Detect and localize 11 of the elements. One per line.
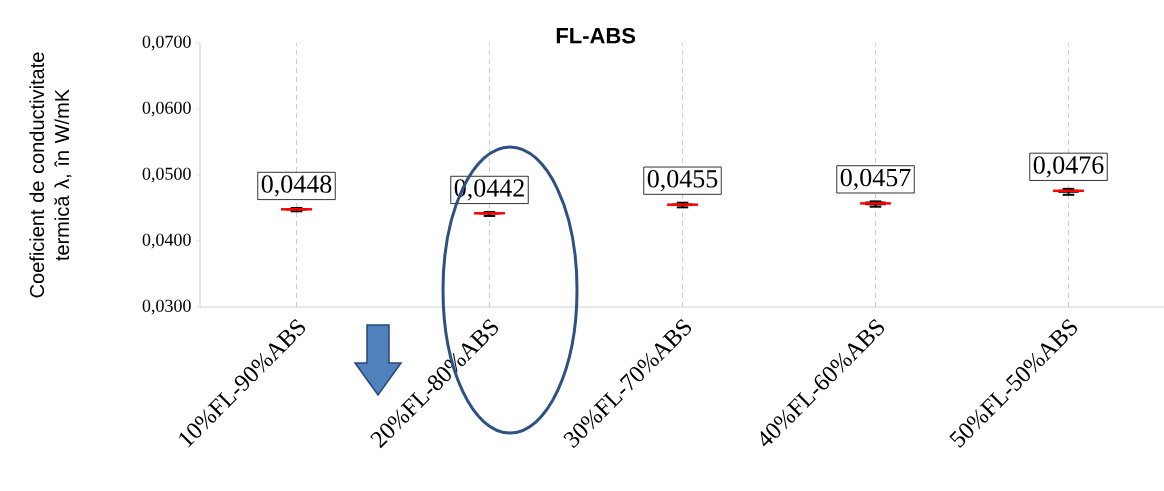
text: 0,0457 bbox=[840, 168, 911, 190]
y-tick-label: 0,0300 bbox=[142, 299, 191, 315]
y-tick-label: 0,0700 bbox=[142, 35, 191, 51]
y-tick-label: 0,0400 bbox=[142, 233, 191, 249]
y-axis-title: Coeficient de conductivitate termică λ, în W/mK bbox=[29, 52, 72, 298]
text: 0,0448 bbox=[261, 175, 332, 197]
chart-title: FL-ABS bbox=[556, 27, 636, 44]
text: 0,0476 bbox=[1033, 156, 1104, 178]
text: 0,0455 bbox=[647, 170, 718, 192]
y-tick-label: 0,0600 bbox=[142, 101, 191, 117]
y-tick-label: 0,0500 bbox=[142, 167, 191, 183]
